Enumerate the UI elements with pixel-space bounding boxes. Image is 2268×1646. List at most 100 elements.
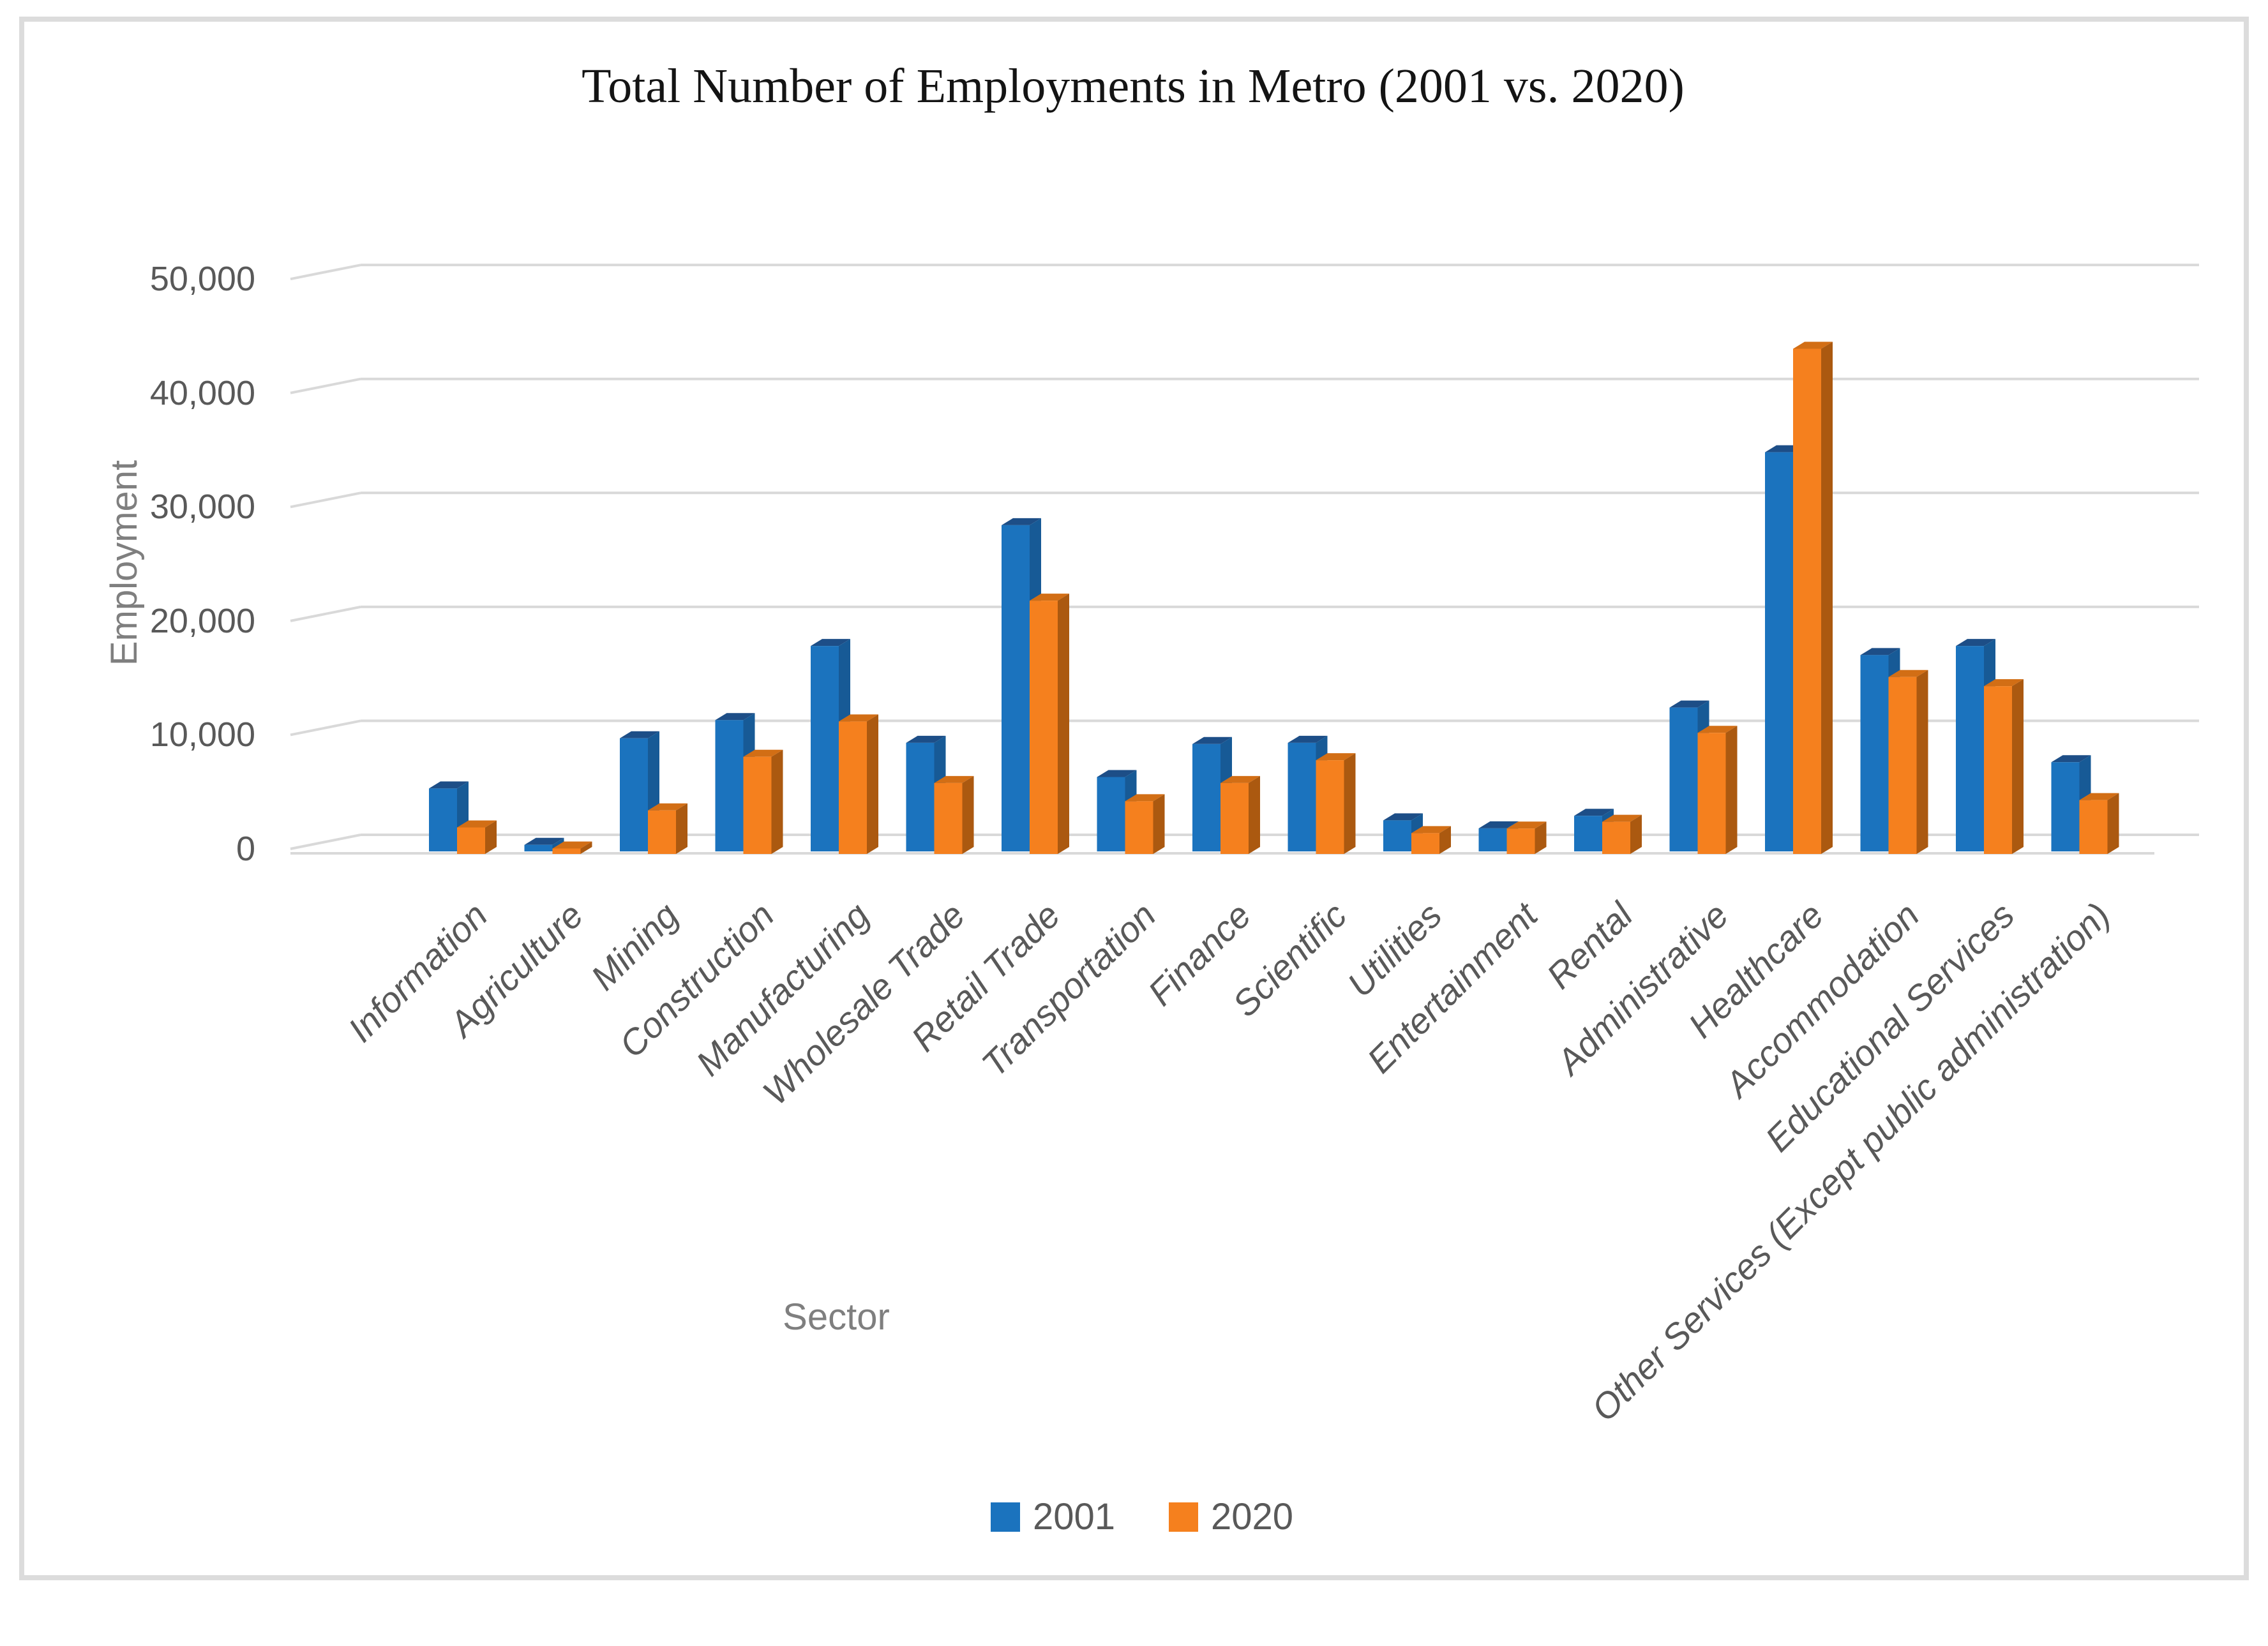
- bar-2020-wholesale-trade-top: [934, 775, 974, 783]
- bar-2001-transportation-top: [1097, 770, 1137, 777]
- bar-2001-other-services-except-public-administration-top: [2051, 755, 2091, 763]
- bar-2020-educational-services: [1984, 686, 2012, 854]
- bar-2020-accommodation: [1888, 677, 1917, 854]
- bar-2001-agriculture: [524, 844, 553, 851]
- bar-group-mining: [620, 731, 687, 854]
- bar-2020-educational-services-side: [2012, 679, 2024, 854]
- y-tick-label-40000: 40,000: [149, 373, 255, 412]
- bar-2020-healthcare-top: [1793, 341, 1833, 349]
- bar-group-manufacturing: [811, 639, 878, 854]
- bar-2001-entertainment: [1478, 828, 1507, 851]
- bar-2020-information: [457, 827, 485, 854]
- bar-2020-transportation: [1125, 801, 1153, 854]
- bar-group-transportation: [1097, 770, 1165, 854]
- bar-2001-scientific-top: [1288, 735, 1328, 743]
- bar-2001-healthcare: [1765, 452, 1793, 851]
- bar-group-information: [429, 781, 497, 854]
- bar-2020-transportation-top: [1125, 794, 1165, 802]
- bar-2001-construction-top: [715, 713, 755, 721]
- bar-2020-accommodation-top: [1888, 670, 1928, 677]
- bar-2020-finance-top: [1220, 775, 1260, 783]
- y-tick-label-20000: 20,000: [149, 601, 255, 640]
- bar-2001-mining-top: [620, 731, 659, 738]
- bar-2001-finance-top: [1192, 737, 1232, 744]
- bar-2020-construction-side: [771, 749, 783, 854]
- bar-2020-manufacturing-top: [839, 714, 878, 722]
- bar-2020-retail-trade-top: [1030, 594, 1069, 601]
- bar-group-wholesale-trade: [906, 735, 974, 854]
- bar-2020-entertainment: [1506, 828, 1535, 854]
- bar-2001-other-services-except-public-administration: [2051, 762, 2080, 851]
- bar-group-utilities: [1383, 813, 1451, 854]
- bar-2020-administrative: [1697, 733, 1726, 854]
- bar-2020-manufacturing-side: [867, 714, 878, 854]
- bar-2020-mining-side: [676, 803, 687, 854]
- bar-2001-accommodation-top: [1860, 648, 1900, 655]
- legend-label-2020: 2020: [1211, 1496, 1294, 1538]
- bar-2001-wholesale-trade-top: [906, 735, 946, 743]
- bar-group-rental: [1574, 809, 1642, 854]
- bar-group-other-services-except-public-administration: [2051, 755, 2119, 854]
- gridline-slant-20000: [290, 605, 361, 622]
- bar-group-finance: [1192, 737, 1260, 854]
- bar-2001-rental: [1574, 816, 1602, 851]
- bar-2020-construction: [743, 756, 772, 854]
- y-tick-label-50000: 50,000: [149, 260, 255, 299]
- bar-2020-healthcare-side: [1821, 341, 1833, 854]
- bar-group-accommodation: [1860, 648, 1928, 854]
- bar-2020-other-services-except-public-administration-top: [2079, 793, 2119, 800]
- bar-2020-other-services-except-public-administration-side: [2107, 793, 2119, 854]
- bar-2001-educational-services: [1956, 646, 1984, 851]
- bar-group-healthcare: [1765, 341, 1833, 854]
- y-tick-label-0: 0: [236, 830, 255, 868]
- y-tick-label-30000: 30,000: [149, 488, 255, 527]
- bar-2020-agriculture-top: [552, 841, 592, 849]
- gridline-slant-40000: [290, 377, 361, 394]
- chart-title: Total Number of Employments in Metro (20…: [582, 59, 1685, 113]
- bar-2020-retail-trade: [1030, 601, 1058, 854]
- bar-2020-rental: [1602, 821, 1630, 854]
- bar-group-construction: [715, 713, 783, 854]
- bar-2020-other-services-except-public-administration: [2079, 800, 2108, 854]
- bar-2020-healthcare: [1793, 348, 1821, 854]
- bar-2020-scientific-top: [1316, 753, 1356, 761]
- bar-2001-educational-services-top: [1956, 639, 1995, 647]
- legend-label-2001: 2001: [1033, 1496, 1116, 1538]
- bar-2020-construction-top: [743, 749, 783, 757]
- bar-2001-utilities: [1383, 820, 1411, 851]
- bar-2020-utilities: [1411, 833, 1439, 854]
- bar-2020-scientific: [1316, 760, 1344, 854]
- y-tick-label-10000: 10,000: [149, 715, 255, 754]
- bar-group-educational-services: [1956, 639, 2024, 854]
- bar-group-agriculture: [524, 837, 592, 854]
- gridline-slant-50000: [290, 264, 361, 281]
- bar-2001-agriculture-top: [524, 837, 564, 845]
- bar-2020-educational-services-top: [1984, 679, 2024, 687]
- bar-2020-utilities-top: [1411, 826, 1451, 834]
- bar-2020-information-side: [485, 820, 497, 854]
- bar-2001-retail-trade: [1002, 525, 1030, 851]
- bar-2001-information-top: [429, 781, 469, 789]
- legend-swatch-2020: [1169, 1502, 1199, 1532]
- bar-2001-mining: [620, 738, 648, 851]
- bar-2020-accommodation-side: [1916, 670, 1928, 854]
- bar-2020-finance-side: [1249, 775, 1260, 854]
- bar-2020-administrative-top: [1697, 726, 1738, 733]
- bar-2001-construction: [715, 720, 744, 851]
- bar-2001-administrative-top: [1669, 700, 1709, 708]
- bar-2020-agriculture-side: [580, 841, 592, 854]
- bar-group-retail-trade: [1002, 518, 1069, 854]
- bar-group-administrative: [1669, 700, 1738, 854]
- bar-2020-entertainment-top: [1506, 821, 1547, 829]
- bar-2020-mining: [648, 810, 676, 854]
- gridline-slant-30000: [290, 491, 361, 509]
- bar-2020-utilities-side: [1439, 826, 1451, 854]
- gridline-slant-10000: [290, 719, 361, 737]
- bar-2020-agriculture: [552, 848, 581, 854]
- bar-2001-utilities-top: [1383, 813, 1423, 821]
- bar-2020-wholesale-trade: [934, 782, 963, 854]
- bar-2020-entertainment-side: [1535, 821, 1547, 854]
- gridline-slant-0: [290, 834, 361, 850]
- bar-2001-rental-top: [1574, 809, 1614, 816]
- bar-2020-retail-trade-side: [1058, 594, 1069, 854]
